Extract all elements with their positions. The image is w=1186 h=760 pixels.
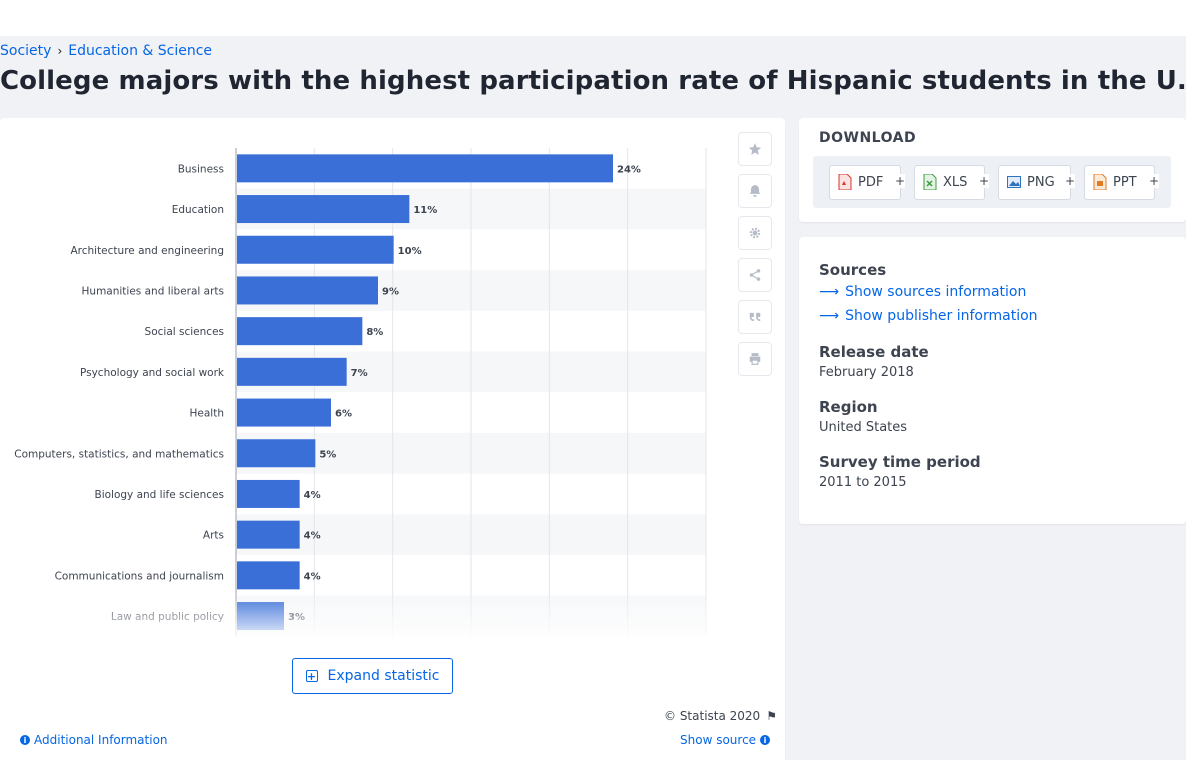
- quote-icon: [749, 312, 761, 322]
- category-label: Biology and life sciences: [94, 489, 224, 501]
- release-date-value: February 2018: [819, 365, 914, 380]
- settings-button[interactable]: [738, 216, 772, 250]
- chart-toolbar: [738, 132, 772, 384]
- bar: [237, 561, 300, 590]
- download-card: DOWNLOAD PDF + XLS + PNG + PPT +: [799, 118, 1186, 222]
- copyright: © Statista 2020 ⚑: [664, 709, 777, 723]
- show-publisher-label: Show publisher information: [845, 308, 1038, 324]
- data-label: 11%: [413, 205, 437, 216]
- download-ppt-button[interactable]: PPT +: [1084, 164, 1159, 200]
- breadcrumb-society[interactable]: Society: [0, 43, 52, 59]
- survey-period-heading: Survey time period: [819, 453, 981, 471]
- plus-square-icon: +: [305, 669, 318, 683]
- download-png-button[interactable]: PNG +: [998, 164, 1075, 200]
- bar: [237, 357, 347, 386]
- data-label: 24%: [617, 164, 641, 175]
- breadcrumb-separator: ›: [57, 44, 63, 58]
- xls-file-icon: [923, 174, 937, 190]
- data-label: 8%: [366, 327, 383, 338]
- data-label: 5%: [319, 449, 336, 460]
- show-publisher-link[interactable]: ⟶ Show publisher information: [819, 308, 1038, 324]
- region-value: United States: [819, 420, 908, 435]
- bar-chart: Business 24% Education 11% Architecture and …: [0, 148, 720, 637]
- category-label: Business: [178, 163, 224, 175]
- download-pdf-label: PDF: [858, 174, 884, 190]
- data-label: 7%: [351, 368, 368, 379]
- download-pdf-button[interactable]: PDF +: [829, 164, 905, 200]
- fade-overlay: [0, 591, 720, 637]
- favorite-button[interactable]: [738, 132, 772, 166]
- breadcrumb: Society › Education & Science: [0, 43, 212, 59]
- bar: [237, 317, 363, 346]
- show-sources-label: Show sources information: [845, 284, 1027, 300]
- category-label: Architecture and engineering: [70, 245, 224, 257]
- top-bar: [0, 0, 1186, 36]
- expand-statistic-label: Expand statistic: [327, 668, 440, 684]
- ppt-file-icon: [1093, 174, 1107, 190]
- category-label: Health: [190, 408, 224, 420]
- plus-icon: +: [895, 173, 906, 188]
- info-icon: i: [760, 735, 771, 745]
- page-title: College majors with the highest particip…: [0, 66, 1186, 96]
- plus-icon: +: [1065, 173, 1076, 188]
- data-label: 4%: [304, 571, 321, 582]
- bar: [237, 479, 300, 508]
- download-ppt-label: PPT: [1113, 174, 1137, 190]
- data-label: 9%: [382, 286, 399, 297]
- notification-button[interactable]: [738, 174, 772, 208]
- bar: [237, 439, 316, 468]
- category-label: Arts: [203, 530, 224, 542]
- category-label: Communications and journalism: [55, 570, 224, 582]
- data-label: 10%: [398, 246, 422, 257]
- breadcrumb-education-science[interactable]: Education & Science: [68, 43, 213, 59]
- additional-information-label: Additional Information: [34, 733, 168, 747]
- gear-icon: [749, 227, 761, 239]
- share-icon: [749, 269, 761, 281]
- download-xls-button[interactable]: XLS +: [914, 164, 989, 200]
- download-formats: PDF + XLS + PNG + PPT +: [813, 156, 1171, 208]
- copyright-text: © Statista 2020: [664, 709, 761, 723]
- print-button[interactable]: [738, 342, 772, 376]
- bar: [237, 276, 378, 305]
- additional-information-link[interactable]: i Additional Information: [20, 733, 168, 747]
- flag-icon[interactable]: ⚑: [766, 709, 777, 723]
- release-date-heading: Release date: [819, 343, 929, 361]
- show-source-label: Show source: [680, 733, 757, 747]
- bar: [237, 154, 613, 183]
- share-button[interactable]: [738, 258, 772, 292]
- sources-heading: Sources: [819, 261, 887, 279]
- bar: [237, 520, 300, 549]
- show-source-link[interactable]: Show source i: [680, 733, 771, 747]
- download-png-label: PNG: [1027, 174, 1055, 190]
- survey-period-value: 2011 to 2015: [819, 475, 907, 490]
- category-label: Humanities and liberal arts: [82, 285, 224, 297]
- bar: [237, 235, 394, 264]
- download-xls-label: XLS: [943, 174, 968, 190]
- bar: [237, 398, 331, 427]
- category-label: Psychology and social work: [80, 367, 225, 379]
- category-label: Computers, statistics, and mathematics: [14, 448, 224, 460]
- expand-statistic-button[interactable]: + Expand statistic: [292, 658, 453, 694]
- data-label: 4%: [304, 531, 321, 542]
- bar: [237, 195, 410, 224]
- download-title: DOWNLOAD: [819, 130, 917, 146]
- statistic-info-card: Sources ⟶ Show sources information ⟶ Sho…: [799, 237, 1186, 524]
- arrow-right-icon: ⟶: [819, 308, 840, 324]
- cite-button[interactable]: [738, 300, 772, 334]
- show-sources-link[interactable]: ⟶ Show sources information: [819, 284, 1026, 300]
- star-icon: [748, 143, 762, 155]
- data-label: 6%: [335, 409, 352, 420]
- plus-icon: +: [979, 173, 990, 188]
- arrow-right-icon: ⟶: [819, 284, 840, 300]
- png-file-icon: [1007, 176, 1021, 188]
- plus-icon: +: [1149, 173, 1160, 188]
- pdf-file-icon: [838, 174, 852, 190]
- print-icon: [749, 353, 761, 365]
- bell-icon: [749, 185, 761, 197]
- category-label: Education: [172, 204, 224, 216]
- info-icon: i: [20, 735, 30, 745]
- data-label: 4%: [304, 490, 321, 501]
- category-label: Social sciences: [145, 326, 224, 338]
- region-heading: Region: [819, 398, 878, 416]
